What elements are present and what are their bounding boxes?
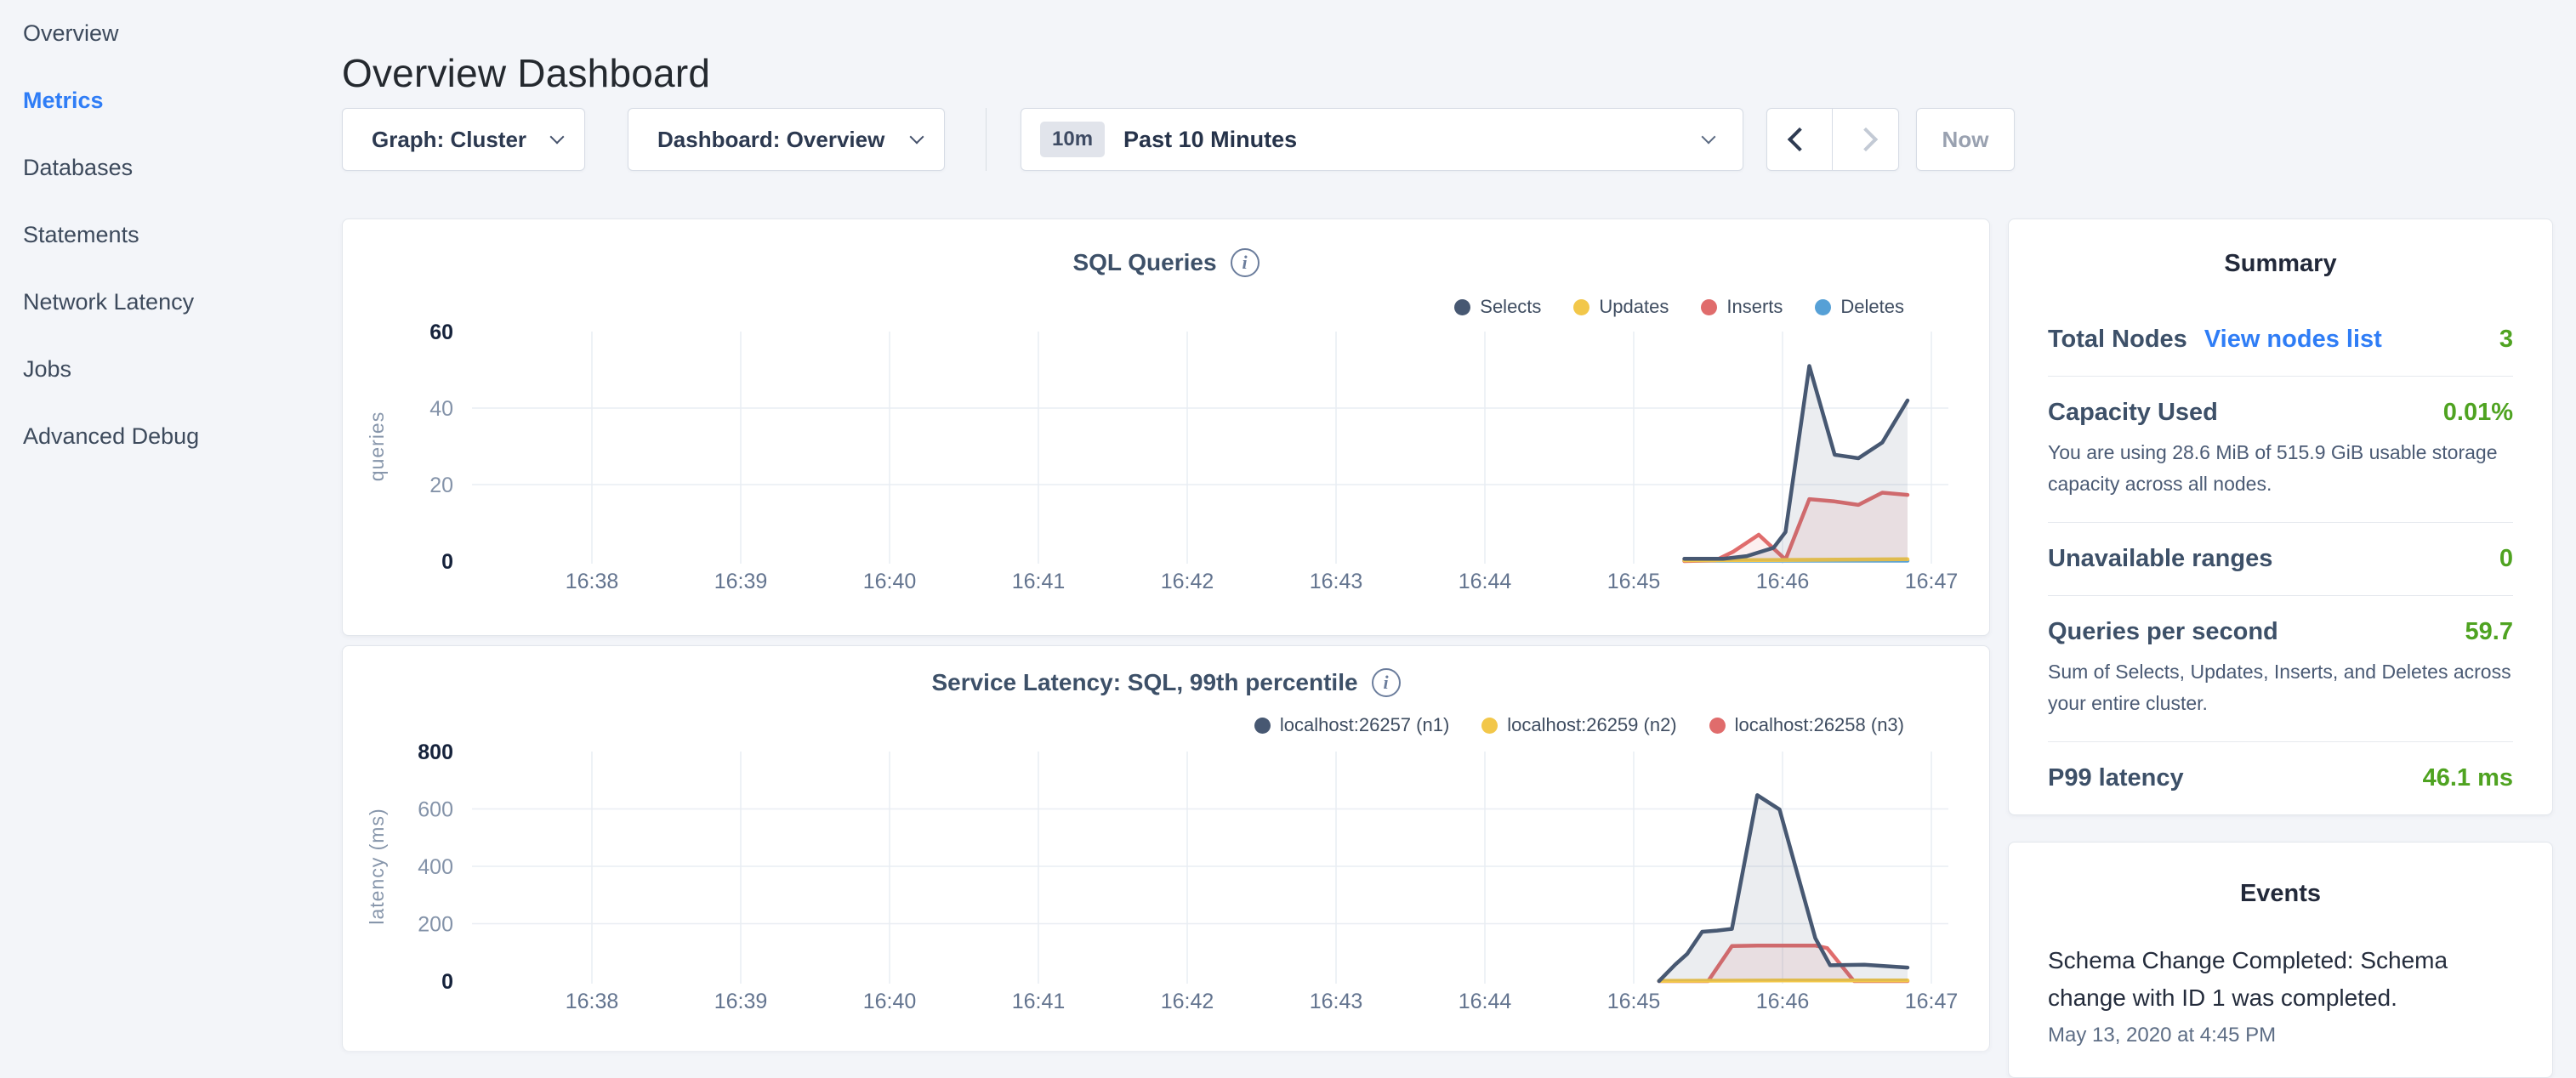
sidebar: OverviewMetricsDatabasesStatementsNetwor… xyxy=(0,0,333,1051)
svg-text:16:45: 16:45 xyxy=(1607,570,1661,593)
svg-text:60: 60 xyxy=(429,321,453,344)
sidebar-item-statements[interactable]: Statements xyxy=(0,201,333,269)
events-panel: Events Schema Change Completed: Schema c… xyxy=(2008,842,2553,1078)
summary-title: Summary xyxy=(2048,250,2513,278)
chevron-down-icon xyxy=(910,130,924,145)
summary-value: 59.7 xyxy=(2465,618,2513,646)
chevron-left-icon xyxy=(1788,128,1811,151)
view-nodes-list-link[interactable]: View nodes list xyxy=(2204,326,2382,354)
svg-text:800: 800 xyxy=(418,740,453,764)
summary-row-unavailable-ranges: Unavailable ranges 0 xyxy=(2048,523,2513,596)
summary-rows: Total Nodes View nodes list 3 Capacity Used… xyxy=(2048,304,2513,814)
time-nav-group xyxy=(1766,108,1899,171)
svg-text:40: 40 xyxy=(429,397,453,421)
svg-text:16:43: 16:43 xyxy=(1310,570,1363,593)
summary-label: Capacity Used xyxy=(2048,399,2218,427)
svg-text:16:47: 16:47 xyxy=(1905,990,1959,1013)
sql-queries-chart[interactable]: 16:38 16:39 16:40 16:41 16:42 16:43 16:44 16:45… xyxy=(343,219,1989,635)
svg-text:0: 0 xyxy=(441,550,453,574)
time-range-badge: 10m xyxy=(1040,122,1105,157)
graph-scope-dropdown[interactable]: Graph: Cluster xyxy=(342,108,585,171)
svg-text:16:44: 16:44 xyxy=(1459,570,1512,593)
sidebar-item-jobs[interactable]: Jobs xyxy=(0,336,333,403)
summary-label: P99 latency xyxy=(2048,764,2184,792)
events-list: Schema Change Completed: Schema change w… xyxy=(2048,942,2513,1047)
chevron-right-icon xyxy=(1853,128,1877,151)
events-title: Events xyxy=(2048,880,2513,908)
summary-label: Total Nodes xyxy=(2048,326,2187,354)
svg-text:16:41: 16:41 xyxy=(1012,990,1066,1013)
sidebar-item-metrics[interactable]: Metrics xyxy=(0,67,333,134)
chevron-down-icon xyxy=(550,130,565,145)
summary-row-total-nodes: Total Nodes View nodes list 3 xyxy=(2048,304,2513,377)
page-title: Overview Dashboard xyxy=(342,50,710,96)
time-prev-button[interactable] xyxy=(1767,109,1833,170)
toolbar-divider xyxy=(986,108,987,171)
svg-text:200: 200 xyxy=(418,913,453,937)
service-latency-chart[interactable]: 16:38 16:39 16:40 16:41 16:42 16:43 16:44 16:45… xyxy=(343,646,1989,1047)
svg-text:16:43: 16:43 xyxy=(1310,990,1363,1013)
dashboard-label: Dashboard: Overview xyxy=(657,127,884,153)
summary-row-p99-latency: P99 latency 46.1 ms xyxy=(2048,742,2513,814)
svg-text:16:40: 16:40 xyxy=(863,990,917,1013)
now-button-label: Now xyxy=(1942,127,1989,153)
sidebar-item-advanced-debug[interactable]: Advanced Debug xyxy=(0,403,333,470)
svg-text:latency (ms): latency (ms) xyxy=(366,808,388,924)
time-range-selector[interactable]: 10m Past 10 Minutes xyxy=(1021,108,1743,171)
svg-text:16:46: 16:46 xyxy=(1756,570,1810,593)
time-range-label: Past 10 Minutes xyxy=(1123,127,1297,153)
summary-value: 0 xyxy=(2499,545,2513,573)
svg-text:16:40: 16:40 xyxy=(863,570,917,593)
event-timestamp: May 13, 2020 at 4:45 PM xyxy=(2048,1024,2513,1047)
svg-text:16:42: 16:42 xyxy=(1161,570,1214,593)
summary-row-capacity-used: Capacity Used 0.01% You are using 28.6 MiB… xyxy=(2048,377,2513,523)
svg-text:16:42: 16:42 xyxy=(1161,990,1214,1013)
summary-value: 3 xyxy=(2499,326,2513,354)
summary-value: 0.01% xyxy=(2443,399,2513,427)
sidebar-item-network-latency[interactable]: Network Latency xyxy=(0,269,333,336)
svg-text:16:44: 16:44 xyxy=(1459,990,1512,1013)
summary-label: Unavailable ranges xyxy=(2048,545,2272,573)
graph-scope-label: Graph: Cluster xyxy=(372,127,526,153)
summary-label: Queries per second xyxy=(2048,618,2278,646)
svg-text:16:39: 16:39 xyxy=(714,990,768,1013)
dashboard-dropdown[interactable]: Dashboard: Overview xyxy=(628,108,945,171)
svg-text:queries: queries xyxy=(366,411,388,481)
svg-text:600: 600 xyxy=(418,798,453,822)
event-item: Schema Change Completed: Schema change w… xyxy=(2048,942,2513,1047)
svg-text:16:39: 16:39 xyxy=(714,570,768,593)
svg-text:16:45: 16:45 xyxy=(1607,990,1661,1013)
app-root: { "app": { "title": "Overview Dashboard"… xyxy=(0,0,2576,1051)
summary-description: Sum of Selects, Updates, Inserts, and De… xyxy=(2048,656,2513,719)
svg-text:20: 20 xyxy=(429,474,453,497)
sidebar-item-databases[interactable]: Databases xyxy=(0,134,333,201)
service-latency-card: Service Latency: SQL, 99th percentile i … xyxy=(342,645,1990,1051)
now-button[interactable]: Now xyxy=(1916,108,2015,171)
svg-text:400: 400 xyxy=(418,855,453,879)
event-message: Schema Change Completed: Schema change w… xyxy=(2048,942,2456,1017)
summary-description: You are using 28.6 MiB of 515.9 GiB usab… xyxy=(2048,437,2513,500)
svg-text:0: 0 xyxy=(441,970,453,994)
summary-value: 46.1 ms xyxy=(2423,764,2513,792)
svg-text:16:38: 16:38 xyxy=(566,570,619,593)
sidebar-item-overview[interactable]: Overview xyxy=(0,0,333,67)
sql-queries-card: SQL Queries i SelectsUpdatesInsertsDelet… xyxy=(342,218,1990,636)
svg-text:16:41: 16:41 xyxy=(1012,570,1066,593)
time-next-button[interactable] xyxy=(1833,109,1898,170)
chevron-down-icon xyxy=(1702,130,1716,145)
svg-text:16:47: 16:47 xyxy=(1905,570,1959,593)
summary-panel: Summary Total Nodes View nodes list 3 Capac… xyxy=(2008,218,2553,815)
svg-text:16:46: 16:46 xyxy=(1756,990,1810,1013)
summary-row-queries-per-second: Queries per second 59.7 Sum of Selects, Up… xyxy=(2048,596,2513,742)
svg-text:16:38: 16:38 xyxy=(566,990,619,1013)
